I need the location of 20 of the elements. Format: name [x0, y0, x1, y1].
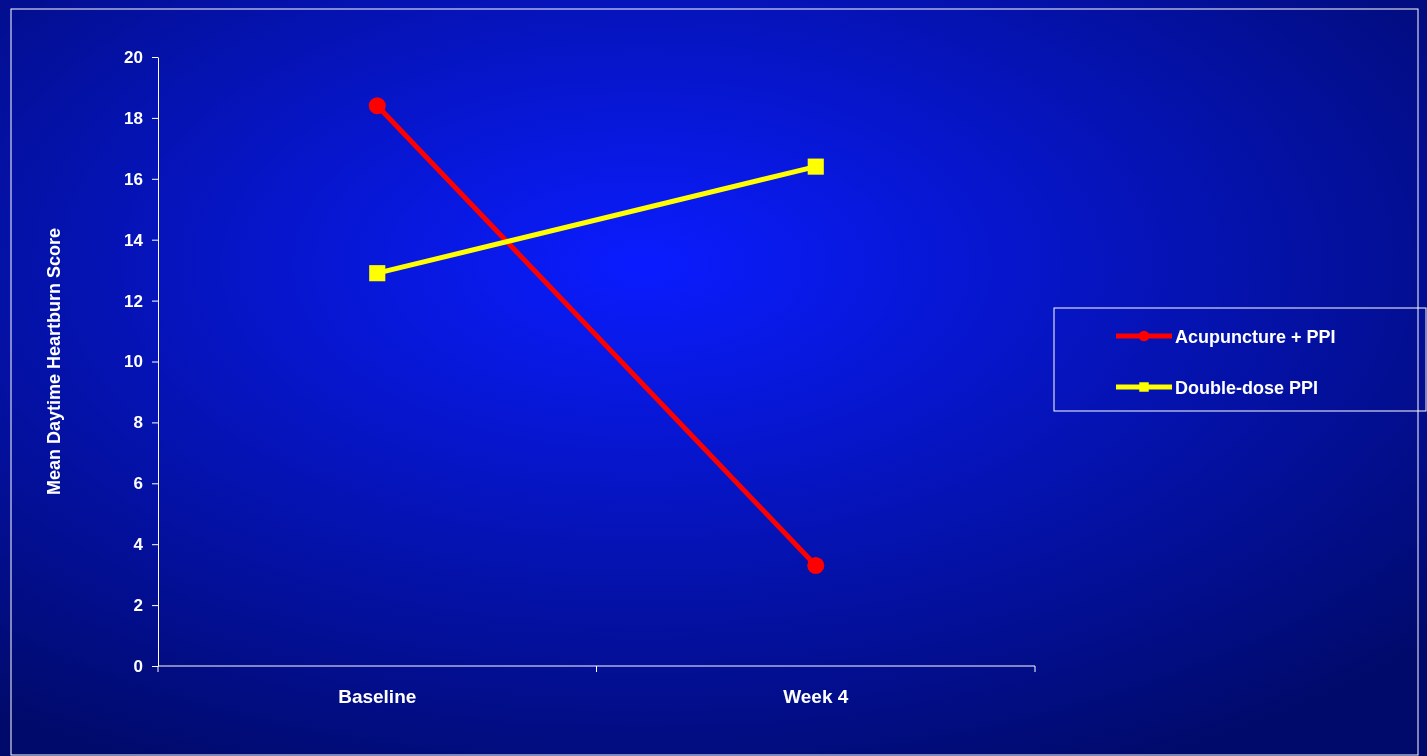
- y-tick-label: 0: [133, 656, 143, 676]
- point: [368, 97, 386, 115]
- y-tick-label: 4: [133, 535, 144, 555]
- y-tick-label: 6: [133, 474, 143, 494]
- y-tick-label: 16: [124, 169, 143, 189]
- point: [807, 556, 825, 575]
- y-tick-label: 8: [133, 413, 143, 433]
- y-tick-label: 18: [124, 108, 143, 128]
- y-tick-label: 12: [124, 291, 143, 311]
- legend-label: Acupuncture + PPI: [1175, 327, 1336, 347]
- point: [369, 265, 386, 282]
- x-tick-label: Week 4: [783, 686, 849, 707]
- y-tick-label: 2: [133, 596, 143, 616]
- y-tick-label: 20: [124, 47, 143, 67]
- y-tick-label: 10: [124, 352, 143, 372]
- y-axis-title: Mean Daytime Heartburn Score: [44, 227, 64, 496]
- legend-label: Double-dose PPI: [1175, 378, 1319, 398]
- point: [807, 158, 824, 175]
- x-tick-label: Baseline: [338, 686, 417, 707]
- y-tick-label: 14: [124, 230, 144, 250]
